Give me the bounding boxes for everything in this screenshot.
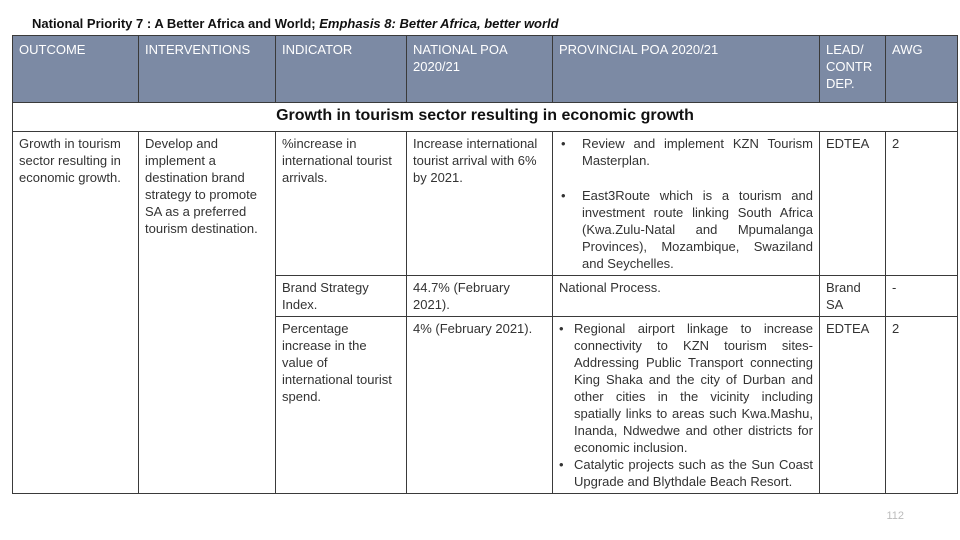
section-band-row: Growth in tourism sector resulting in ec… [12, 102, 958, 132]
header-row: OUTCOME INTERVENTIONS INDICATOR NATIONAL… [12, 35, 958, 103]
header-national-poa: NATIONAL POA 2020/21 [406, 35, 553, 103]
lead-dep-cell: Brand SA [819, 275, 886, 317]
title-plain: National Priority 7 : A Better Africa an… [32, 16, 320, 31]
intervention-cell: Develop and implement a destination bran… [138, 131, 276, 494]
table-row: Percentage increase in the value of inte… [13, 316, 958, 494]
awg-cell: 2 [885, 316, 958, 494]
list-item: Catalytic projects such as the Sun Coast… [559, 456, 813, 490]
provincial-poa-cell: Review and implement KZN Tourism Masterp… [552, 131, 820, 276]
poa-table: OUTCOME INTERVENTIONS INDICATOR NATIONAL… [12, 35, 958, 494]
national-poa-cell: 4% (February 2021). [406, 316, 553, 494]
provincial-poa-cell: Regional airport linkage to increase con… [552, 316, 820, 494]
provincial-bullet-list: Regional airport linkage to increase con… [559, 320, 813, 490]
national-poa-cell: Increase international tourist arrival w… [406, 131, 553, 276]
section-heading: Growth in tourism sector resulting in ec… [12, 102, 958, 132]
title-emphasis: Emphasis 8: Better Africa, better world [319, 16, 559, 31]
header-outcome: OUTCOME [12, 35, 139, 103]
awg-cell: - [885, 275, 958, 317]
header-awg: AWG [885, 35, 958, 103]
list-item: Regional airport linkage to increase con… [559, 320, 813, 456]
provincial-bullet-list: Review and implement KZN Tourism Masterp… [559, 135, 813, 272]
header-indicator: INDICATOR [275, 35, 407, 103]
indicator-cell: Brand Strategy Index. [275, 275, 407, 317]
lead-dep-cell: EDTEA [819, 316, 886, 494]
list-item: East3Route which is a tourism and invest… [559, 187, 813, 272]
outcome-cell: Growth in tourism sector resulting in ec… [12, 131, 139, 494]
page-number: 112 [886, 510, 904, 522]
header-lead-dep: LEAD/ CONTR DEP. [819, 35, 886, 103]
table-row: Brand Strategy Index. 44.7% (February 20… [13, 275, 958, 317]
provincial-poa-cell: National Process. [552, 275, 820, 317]
indicator-cell: %increase in international tourist arriv… [275, 131, 407, 276]
national-poa-cell: 44.7% (February 2021). [406, 275, 553, 317]
page-title: National Priority 7 : A Better Africa an… [32, 16, 559, 31]
awg-cell: 2 [885, 131, 958, 276]
table-row: Growth in tourism sector resulting in ec… [12, 131, 958, 494]
list-item: Review and implement KZN Tourism Masterp… [559, 135, 813, 169]
header-interventions: INTERVENTIONS [138, 35, 276, 103]
header-provincial-poa: PROVINCIAL POA 2020/21 [552, 35, 820, 103]
indicator-cell: Percentage increase in the value of inte… [275, 316, 407, 494]
lead-dep-cell: EDTEA [819, 131, 886, 276]
